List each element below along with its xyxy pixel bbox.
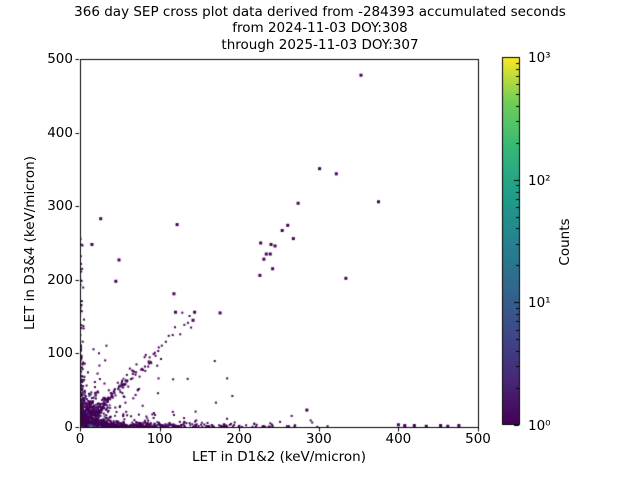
- x-axis-label: LET in D1&2 (keV/micron): [192, 449, 366, 465]
- y-tick-label: 400: [47, 124, 73, 141]
- x-tick-label: 0: [75, 431, 85, 447]
- x-tick-label: 300: [305, 431, 332, 447]
- colorbar-tick-label: 10¹: [528, 295, 551, 312]
- colorbar-tick-label: 10⁰: [528, 418, 551, 434]
- chart-title-line-2: from 2024-11-03 DOY:308: [232, 20, 408, 37]
- chart-title-line-1: 366 day SEP cross plot data derived from…: [74, 4, 566, 20]
- x-tick-label: 100: [146, 431, 173, 447]
- y-tick-label: 200: [47, 271, 73, 288]
- y-tick-label: 0: [64, 419, 73, 435]
- x-tick-label: 500: [465, 431, 491, 447]
- y-tick-label: 500: [47, 51, 73, 67]
- colorbar-label: Counts: [557, 218, 573, 266]
- y-tick-label: 300: [47, 198, 73, 215]
- y-axis-label: LET in D3&4 (keV/micron): [22, 156, 38, 330]
- x-tick-label: 200: [226, 431, 253, 447]
- chart-title-line-3: through 2025-11-03 DOY:307: [221, 36, 419, 53]
- x-tick-label: 400: [385, 431, 412, 447]
- colorbar-tick-label: 10²: [528, 172, 551, 189]
- y-tick-label: 100: [47, 345, 73, 362]
- colorbar-tick-label: 10³: [528, 50, 551, 66]
- chart-title: 366 day SEP cross plot data derived from…: [0, 4, 640, 53]
